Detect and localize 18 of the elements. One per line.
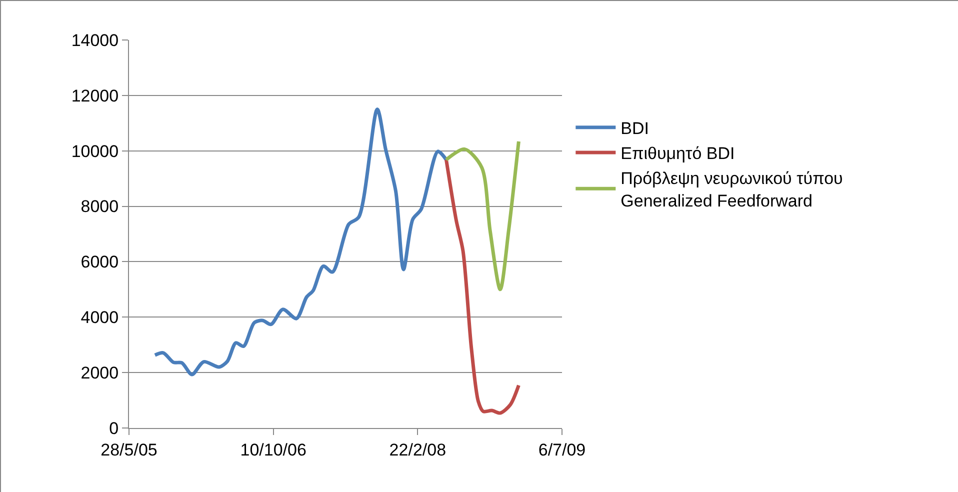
line-series (153, 108, 448, 376)
y-tick-label: 8000 (80, 197, 119, 216)
line-series (444, 158, 520, 415)
y-tick-label: 4000 (80, 308, 119, 328)
x-tick-label: 22/2/08 (389, 440, 446, 460)
legend-label: BDI (620, 119, 650, 138)
x-tick-label: 6/7/09 (538, 440, 586, 460)
legend-label: Πρόβλεψη νευρωνικού τύπου Generalized Feedforward (620, 169, 843, 210)
legend-label: Επιθυμητό BDI (620, 144, 735, 164)
x-tick-label: 28/5/05 (100, 440, 158, 460)
y-tick-label: 6000 (80, 252, 119, 272)
line-series (444, 140, 520, 292)
y-tick-label: 12000 (71, 86, 119, 106)
y-tick-label: 2000 (80, 364, 119, 383)
y-tick-label: 0 (109, 418, 119, 438)
y-tick-label: 14000 (71, 30, 119, 50)
x-tick-label: 10/10/06 (240, 440, 306, 460)
y-tick-label: 10000 (71, 142, 119, 161)
